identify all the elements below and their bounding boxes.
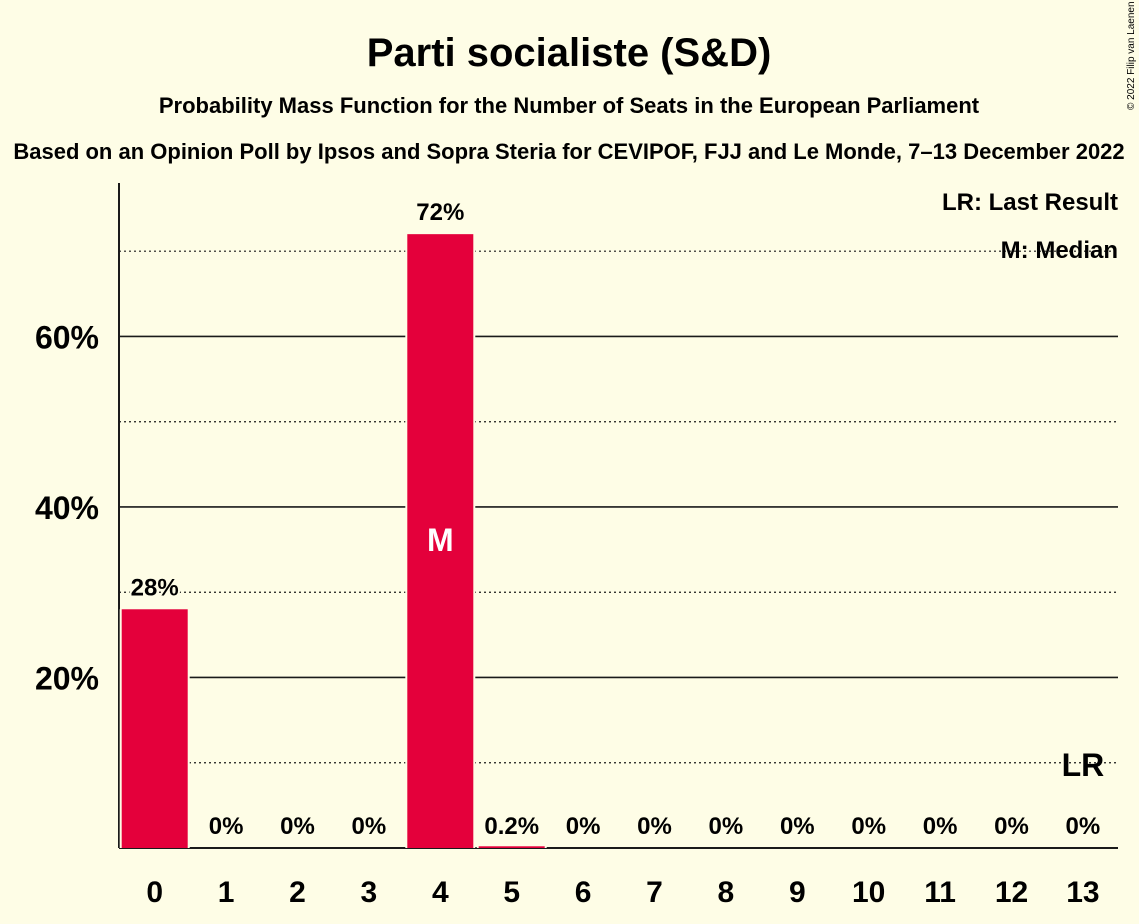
bar [407,234,474,849]
x-tick-label: 6 [575,876,592,909]
x-tick-label: 3 [361,876,378,909]
x-tick-label: 1 [218,876,235,909]
bar-value-label: 0% [352,813,387,840]
bar-value-label: 0% [566,813,601,840]
legend-last-result: LR: Last Result [942,189,1118,216]
bar-value-label: 0% [1066,813,1101,840]
bar-value-label: 0% [637,813,672,840]
chart-subtitle: Probability Mass Function for the Number… [159,93,980,118]
x-tick-label: 10 [852,876,885,909]
x-tick-label: 2 [289,876,306,909]
x-tick-label: 0 [146,876,163,909]
legend-median: M: Median [1001,237,1118,264]
chart-source-subtitle: Based on an Opinion Poll by Ipsos and So… [13,139,1124,164]
bar-value-label: 0% [851,813,886,840]
bar-value-label: 0% [280,813,315,840]
x-tick-label: 7 [646,876,663,909]
bar [121,609,188,848]
bar-value-label: 0% [780,813,815,840]
bar-value-label: 0% [709,813,744,840]
copyright-notice: © 2022 Filip van Laenen [1126,1,1137,110]
last-result-marker: LR [1062,747,1105,783]
y-tick-label: 40% [35,490,99,526]
median-marker: M [427,522,454,558]
bar-value-label: 0% [994,813,1029,840]
bar-value-label: 28% [131,574,179,601]
chart-title: Parti socialiste (S&D) [367,31,772,75]
x-tick-label: 5 [503,876,520,909]
x-tick-label: 12 [995,876,1028,909]
x-tick-label: 11 [924,876,956,909]
y-tick-label: 60% [35,319,99,355]
x-tick-label: 8 [718,876,735,909]
bar-value-label: 0.2% [484,813,539,840]
x-tick-label: 4 [432,876,449,909]
bar-value-label: 0% [923,813,958,840]
x-tick-label: 13 [1066,876,1099,909]
y-tick-label: 20% [35,660,99,696]
bar [478,846,545,848]
bar-value-label: 72% [416,199,464,226]
bar-value-label: 0% [209,813,244,840]
x-tick-label: 9 [789,876,806,909]
